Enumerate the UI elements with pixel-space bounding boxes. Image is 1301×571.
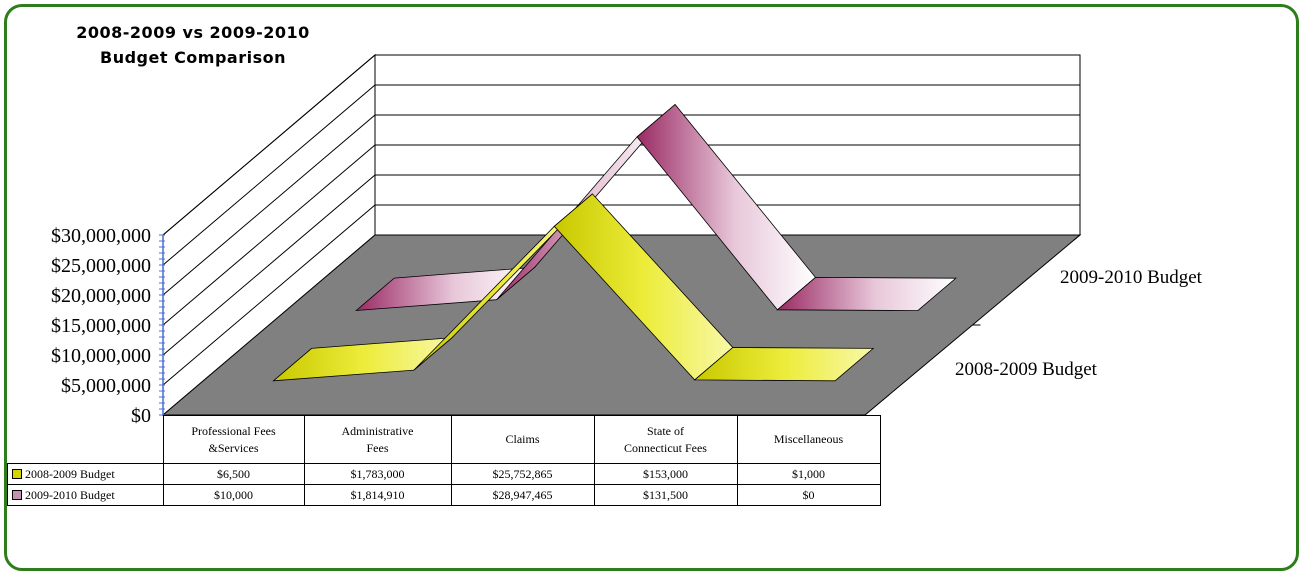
y-tick-label: $20,000,000 — [51, 285, 151, 307]
ribbon-segment — [776, 276, 957, 312]
y-axis: $0 $5,000,000 $10,000,000 $15,000,000 $20,00… — [51, 225, 165, 427]
chart-title-line: 2008-2009 vs 2009-2010 — [76, 23, 310, 42]
ribbon-segment — [693, 347, 875, 382]
table-cell: $1,783,000 — [303, 463, 452, 485]
y-tick-label: $15,000,000 — [51, 315, 151, 337]
table-corner — [8, 416, 164, 464]
data-table: Professional Fees &Services Administrative… — [7, 415, 881, 506]
table-row: 2009-2010 Budget $10,000 $1,814,910 $28,947… — [7, 484, 881, 506]
series-legend-label: 2009-2010 Budget — [7, 484, 164, 506]
table-row: 2008-2009 Budget $6,500 $1,783,000 $25,752,… — [7, 463, 881, 485]
y-tick-label: $5,000,000 — [61, 375, 151, 397]
series-1 — [355, 103, 957, 312]
table-cell: $1,814,910 — [303, 484, 452, 506]
chart-series — [272, 103, 957, 382]
gridline — [162, 84, 1080, 266]
series-0 — [272, 193, 875, 382]
category-header: Miscellaneous — [736, 415, 881, 464]
table-cell: $131,500 — [593, 484, 738, 506]
category-header: Claims — [450, 415, 595, 464]
depth-tick — [1073, 234, 1081, 241]
series-legend-label: 2008-2009 Budget — [7, 463, 164, 485]
chart-title-line: Budget Comparison — [100, 48, 286, 67]
category-header: State of Connecticut Fees — [593, 415, 738, 464]
y-tick-label: $0 — [131, 405, 151, 427]
gridline — [162, 174, 1080, 356]
table-cell: $0 — [736, 484, 881, 506]
series-depth-label: 2008-2009 Budget — [955, 359, 1098, 380]
gridline — [162, 114, 1080, 296]
series-depth-label: 2009-2010 Budget — [1060, 267, 1203, 288]
legend-key-icon — [12, 468, 22, 479]
table-cell: $153,000 — [593, 463, 738, 485]
table-cell: $25,752,865 — [450, 463, 595, 485]
chart-labels: 2008-2009 vs 2009-2010 Budget Comparison 2… — [76, 23, 1202, 380]
table-cell: $1,000 — [736, 463, 881, 485]
y-tick-label: $10,000,000 — [51, 345, 151, 367]
table-cell: $28,947,465 — [450, 484, 595, 506]
category-header: Administrative Fees — [303, 415, 452, 464]
y-tick-label: $25,000,000 — [51, 255, 151, 277]
y-tick-label: $30,000,000 — [51, 225, 151, 247]
gridline — [162, 204, 1080, 386]
category-header: Professional Fees &Services — [162, 415, 305, 464]
gridline — [162, 54, 1080, 236]
gridline — [162, 144, 1080, 326]
data-table-header: Professional Fees &Services Administrative… — [8, 415, 881, 464]
table-cell: $10,000 — [162, 484, 305, 506]
chart-walls — [162, 53, 1081, 417]
legend-key-icon — [12, 489, 22, 500]
table-cell: $6,500 — [162, 463, 305, 485]
